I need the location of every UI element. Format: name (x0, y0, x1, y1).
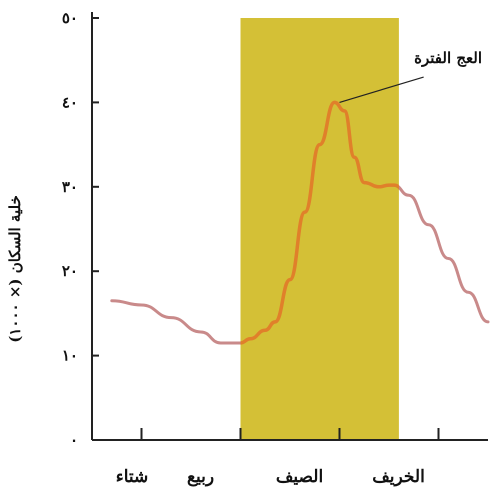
y-axis-title: (خلية السكان (× ١٠٠٠ (6, 195, 24, 342)
y-tick-label: ٢٠ (62, 262, 78, 280)
y-tick-label: ٣٠ (62, 178, 78, 196)
x-tick-label: شتاء (116, 467, 149, 487)
axes (91, 12, 488, 441)
series (110, 100, 490, 345)
y-tick-label: ٥٠ (62, 9, 78, 27)
x-tick-label: الصيف (276, 467, 323, 487)
annotation-label: العج الفترة (414, 49, 482, 67)
x-ticks: شتاء ربيع الصيف الخريف (116, 428, 440, 487)
annotation-line (339, 76, 424, 103)
y-tick-label: ٠ (70, 431, 78, 449)
y-tick-label: ٤٠ (62, 93, 78, 111)
y-ticks: ٠ ١٠ ٢٠ ٣٠ ٤٠ ٥٠ (62, 9, 99, 449)
y-tick-label: ١٠ (62, 347, 78, 365)
series-line-highlighted (240, 100, 399, 345)
highlight-band (240, 18, 399, 440)
x-tick-label: ربيع (187, 467, 214, 487)
x-tick-label: الخريف (372, 467, 425, 487)
annotation: العج الفترة (339, 49, 482, 103)
